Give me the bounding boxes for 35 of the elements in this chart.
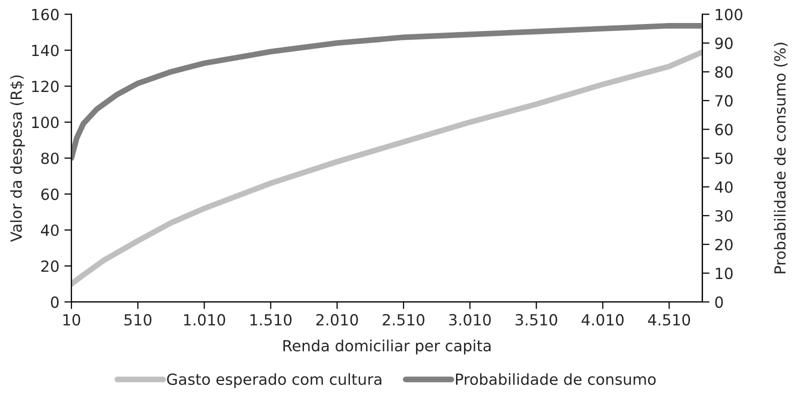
y-tick-label: 100 [32, 116, 59, 128]
y2-tick-label: 0 [715, 296, 723, 308]
y2-axis-title: Probabilidade de consumo (%) [774, 42, 788, 274]
x-tick-label: 1.510 [250, 314, 292, 326]
y2-tick-label: 80 [715, 66, 733, 78]
y2-tick-label: 100 [716, 8, 742, 20]
y2-tick-label: 20 [715, 238, 733, 250]
x-tick-label: 2.510 [382, 314, 424, 326]
y-tick-label: 60 [41, 188, 59, 200]
y2-tick-label: 40 [714, 181, 733, 193]
y2-tick-label: 10 [716, 268, 733, 280]
y2-tick-label: 70 [715, 95, 733, 107]
y-axis-title: Valor da despesa (R$) [10, 75, 25, 242]
legend-label: Gasto esperado com cultura [167, 373, 382, 388]
y2-tick-label: 90 [715, 38, 733, 50]
y2-tick-label: 30 [715, 210, 733, 222]
y2-tick-label: 60 [715, 124, 733, 136]
x-tick-label: 4.010 [582, 314, 624, 326]
x-tick-label: 10 [63, 314, 80, 326]
y-tick-label: 0 [50, 296, 59, 308]
y-tick-label: 80 [41, 152, 59, 164]
x-tick-label: 510 [124, 314, 152, 326]
legend-label: Probabilidade de consumo [456, 373, 656, 386]
y-tick-label: 120 [32, 80, 59, 92]
x-axis-title: Renda domiciliar per capita [283, 340, 491, 354]
x-tick-label: 2.010 [316, 314, 358, 326]
y2-tick-label: 50 [715, 152, 733, 164]
y-tick-label: 20 [41, 260, 59, 272]
x-tick-label: 3.510 [516, 314, 558, 326]
y-tick-label: 160 [32, 8, 59, 20]
y-tick-label: 40 [40, 224, 59, 236]
x-tick-label: 4.510 [648, 314, 690, 326]
x-tick-label: 1.010 [184, 314, 226, 326]
y-tick-label: 140 [32, 44, 59, 56]
x-tick-label: 3.010 [449, 314, 491, 326]
